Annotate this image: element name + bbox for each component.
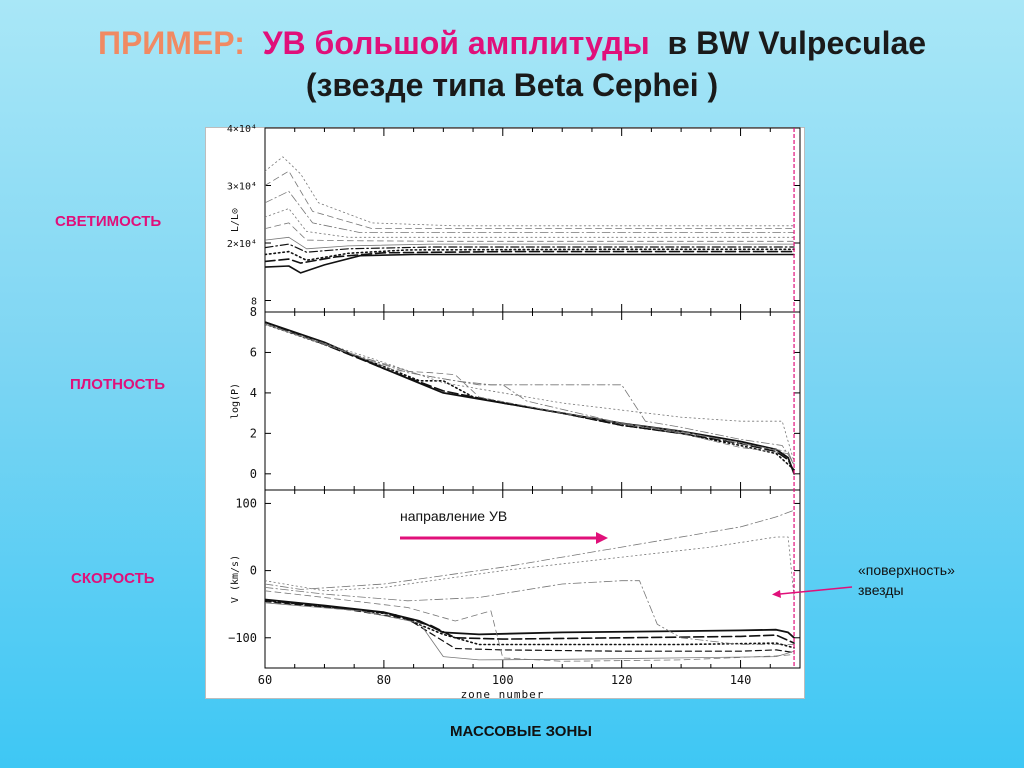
- shock-direction-label: направление УВ: [400, 508, 508, 524]
- bottom-series-line: [265, 598, 795, 639]
- bottom-panel: 100 0 −100 60 80 100 120 140 V (km/s) zone number: [228, 489, 801, 701]
- title-prefix: ПРИМЕР:: [97, 25, 245, 61]
- bottom-series-group: [265, 509, 795, 662]
- mass-zones-label: МАССОВЫЕ ЗОНЫ: [450, 723, 592, 740]
- surface-label-line1: «поверхность»: [858, 562, 955, 578]
- middle-frame: [264, 311, 801, 491]
- middle-ylabel: log(P): [230, 383, 241, 419]
- middle-series-line: [265, 321, 795, 475]
- bottom-series-line: [265, 590, 795, 662]
- bottom-ytick-label: 0: [250, 564, 257, 578]
- top-series-group: [265, 156, 795, 274]
- top-series-line: [265, 156, 795, 227]
- chart-panels: 4×10⁴ 3×10⁴ 2×10⁴ 8 L/L⊙ 8 6 4 2 0 log(P) 100 0 −100 6…: [227, 124, 853, 701]
- middle-series-line: [265, 323, 795, 467]
- middle-ytick-label: 8: [250, 305, 257, 319]
- middle-ytick-label: 0: [250, 467, 257, 481]
- top-series-line: [265, 243, 795, 253]
- xtick-label: 80: [377, 673, 391, 687]
- bottom-series-line: [265, 599, 795, 644]
- top-series-line: [265, 170, 795, 229]
- bottom-ytick-label: 100: [235, 496, 257, 510]
- top-ytick-label: 8: [251, 297, 257, 308]
- top-series-line: [265, 236, 795, 250]
- middle-series-line: [265, 323, 795, 467]
- middle-series-group: [265, 321, 795, 475]
- surface-pointer-head: [772, 590, 781, 598]
- bottom-series-line: [265, 600, 795, 649]
- bottom-ylabel: V (km/s): [230, 555, 241, 603]
- middle-panel: 8 6 4 2 0 log(P): [230, 305, 801, 491]
- top-panel: 4×10⁴ 3×10⁴ 2×10⁴ 8 L/L⊙: [227, 124, 801, 313]
- luminosity-label: СВЕТИМОСТЬ: [55, 213, 162, 230]
- bottom-ytick-label: −100: [228, 631, 257, 645]
- xtick-label: 120: [611, 673, 633, 687]
- middle-series-line: [265, 323, 795, 471]
- slide-subtitle: (звезде типа Beta Cephei ): [305, 67, 719, 103]
- top-ytick-label: 2×10⁴: [227, 239, 257, 250]
- velocity-label: СКОРОСТЬ: [71, 570, 155, 587]
- top-ylabel: L/L⊙: [230, 208, 241, 232]
- top-series-line: [265, 222, 795, 242]
- title-highlight: УВ большой амплитуды: [262, 25, 650, 61]
- middle-series-line: [265, 323, 795, 465]
- title-suffix: в BW Vulpeculae: [667, 25, 927, 61]
- xtick-label: 140: [730, 673, 752, 687]
- top-series-line: [265, 190, 795, 233]
- shock-arrow-head: [596, 532, 608, 544]
- bottom-frame: [264, 489, 801, 669]
- bottom-series-line: [265, 536, 795, 598]
- xtick-label: 100: [492, 673, 514, 687]
- top-series-line: [265, 248, 795, 262]
- top-ytick-label: 3×10⁴: [227, 182, 257, 193]
- top-series-line: [265, 253, 795, 274]
- xlabel: zone number: [461, 688, 545, 701]
- middle-ytick-label: 2: [250, 426, 257, 440]
- xtick-label: 60: [258, 673, 272, 687]
- bottom-series-line: [265, 509, 795, 590]
- top-series-line: [265, 250, 795, 264]
- middle-ytick-label: 4: [250, 386, 257, 400]
- top-frame: [264, 127, 801, 313]
- slide-title: ПРИМЕР: УВ большой амплитуды в BW Vulpec…: [0, 24, 1024, 62]
- middle-ytick-label: 6: [250, 345, 257, 359]
- density-label: ПЛОТНОСТЬ: [70, 376, 166, 393]
- middle-series-line: [265, 321, 795, 473]
- bottom-series-line: [265, 580, 795, 645]
- surface-label-line2: звезды: [858, 582, 904, 598]
- middle-series-line: [265, 323, 795, 463]
- top-ytick-label: 4×10⁴: [227, 124, 257, 135]
- surface-pointer-arrow: [779, 586, 853, 595]
